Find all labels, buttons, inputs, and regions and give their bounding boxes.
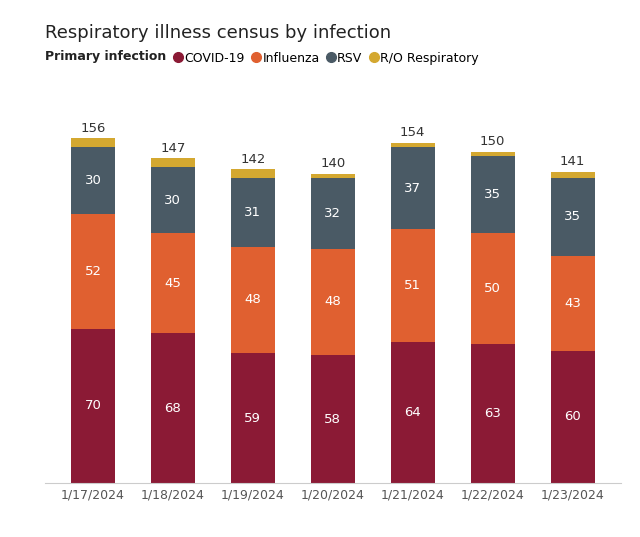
Bar — [391, 143, 435, 147]
Text: 140: 140 — [320, 157, 346, 170]
Text: 37: 37 — [404, 182, 421, 194]
Text: 63: 63 — [484, 407, 501, 420]
Bar — [151, 158, 195, 167]
Bar — [231, 246, 275, 353]
Text: 32: 32 — [324, 207, 341, 220]
Text: 52: 52 — [84, 265, 102, 278]
Bar — [71, 147, 115, 214]
Bar — [151, 234, 195, 333]
Text: 30: 30 — [84, 174, 101, 187]
Text: Respiratory illness census by infection: Respiratory illness census by infection — [45, 24, 391, 42]
Text: Primary infection: Primary infection — [45, 50, 166, 63]
Text: 147: 147 — [160, 142, 186, 155]
Bar — [391, 229, 435, 342]
Text: 141: 141 — [560, 155, 586, 168]
Bar — [231, 353, 275, 483]
Bar — [71, 329, 115, 483]
Bar — [231, 169, 275, 178]
Text: 156: 156 — [80, 122, 106, 135]
Text: 64: 64 — [404, 406, 421, 419]
Text: 48: 48 — [244, 293, 261, 306]
Bar — [151, 167, 195, 234]
Bar — [71, 139, 115, 147]
Text: 59: 59 — [244, 411, 261, 425]
Text: 58: 58 — [324, 412, 341, 426]
Bar — [470, 234, 515, 344]
Text: 48: 48 — [324, 295, 341, 308]
Text: 150: 150 — [480, 135, 506, 148]
Text: 142: 142 — [240, 153, 266, 166]
Text: 154: 154 — [400, 126, 426, 140]
Bar — [391, 147, 435, 229]
Text: 35: 35 — [484, 188, 501, 201]
Text: 50: 50 — [484, 282, 501, 295]
Text: 70: 70 — [84, 400, 101, 412]
Text: 60: 60 — [564, 410, 581, 424]
Bar — [550, 351, 595, 483]
Text: 45: 45 — [164, 277, 181, 289]
Bar — [311, 178, 355, 249]
Bar — [470, 151, 515, 156]
Bar — [151, 333, 195, 483]
Bar — [231, 178, 275, 246]
Bar — [71, 214, 115, 329]
Text: 68: 68 — [164, 402, 181, 415]
Text: 43: 43 — [564, 296, 581, 310]
Text: 35: 35 — [564, 211, 581, 223]
Bar — [470, 344, 515, 483]
Bar — [550, 256, 595, 351]
Bar — [550, 171, 595, 178]
Bar — [470, 156, 515, 234]
Text: 51: 51 — [404, 279, 421, 292]
Bar — [391, 342, 435, 483]
Bar — [311, 174, 355, 178]
Bar — [311, 355, 355, 483]
Bar — [311, 249, 355, 355]
Bar — [550, 178, 595, 256]
Text: 30: 30 — [164, 194, 181, 207]
Legend: COVID-19, Influenza, RSV, R/O Respiratory: COVID-19, Influenza, RSV, R/O Respirator… — [176, 52, 479, 65]
Text: 31: 31 — [244, 206, 261, 219]
